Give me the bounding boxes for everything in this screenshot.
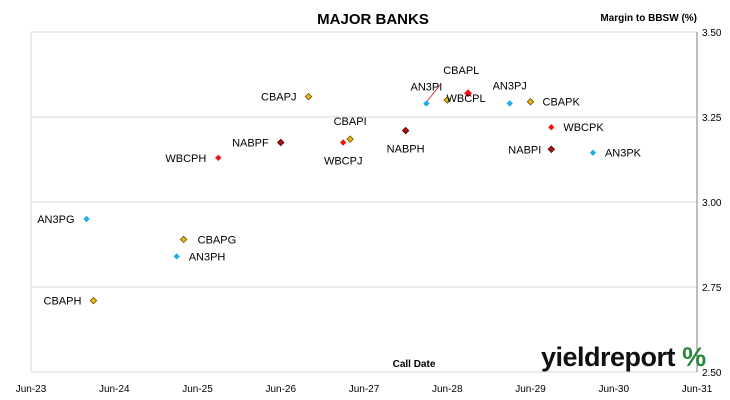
label-wbcph: WBCPH	[165, 153, 206, 165]
marker-cbapk	[526, 97, 535, 106]
label-an3pj: AN3PJ	[493, 80, 527, 92]
marker-wbcpk	[548, 124, 555, 131]
marker-an3pk	[589, 149, 597, 156]
label-cbapk: CBAPK	[543, 97, 581, 109]
x-tick-label: Jun-28	[432, 384, 463, 395]
label-an3pi: AN3PI	[411, 81, 443, 93]
label-cbapg: CBAPG	[198, 234, 237, 246]
x-tick-label: Jun-27	[349, 384, 380, 395]
x-tick-label: Jun-24	[99, 384, 130, 395]
y-axis-ticks: 2.50 2.75 3.00 3.25 3.50	[702, 28, 722, 379]
y-tick-label: 2.75	[702, 283, 722, 294]
marker-an3pj	[506, 100, 513, 107]
label-wbcpj: WBCPJ	[324, 156, 363, 168]
logo-text: yieldreport	[541, 342, 676, 372]
label-nabpf: NABPF	[232, 138, 269, 150]
marker-nabpf	[276, 138, 285, 147]
marker-an3pi	[423, 100, 430, 107]
label-cbapj: CBAPJ	[261, 92, 296, 104]
x-tick-label: Jun-31	[682, 384, 713, 395]
x-axis-title: Call Date	[393, 359, 436, 370]
marker-nabph	[401, 126, 410, 135]
y-tick-label: 2.50	[702, 368, 722, 379]
x-axis-ticks: Jun-23 Jun-24 Jun-25 Jun-26 Jun-27 Jun-28 Jun-…	[16, 384, 713, 395]
label-cbaph: CBAPH	[44, 296, 82, 308]
x-tick-label: Jun-25	[182, 384, 213, 395]
label-nabpi: NABPI	[508, 144, 541, 156]
y-tick-label: 3.00	[702, 198, 722, 209]
y-axis-title: Margin to BBSW (%)	[600, 13, 697, 24]
x-tick-label: Jun-29	[515, 384, 546, 395]
marker-cbapl	[443, 96, 452, 104]
marker-cbaph	[89, 296, 98, 305]
x-tick-label: Jun-23	[16, 384, 47, 395]
y-tick-label: 3.50	[702, 28, 722, 39]
marker-an3ph	[173, 253, 180, 260]
marker-nabpi	[547, 145, 556, 154]
gridlines	[31, 31, 697, 373]
label-wbcpl: WBCPL	[447, 93, 486, 105]
yieldreport-logo: yieldreport %	[541, 342, 706, 373]
x-tick-label: Jun-30	[598, 384, 629, 395]
logo-percent: %	[682, 342, 706, 372]
marker-wbcpl	[464, 89, 473, 98]
label-cbapl: CBAPL	[443, 65, 479, 77]
marker-cbapi	[346, 135, 354, 143]
x-tick-label: Jun-26	[265, 384, 296, 395]
label-an3ph: AN3PH	[189, 251, 226, 263]
label-nabph: NABPH	[387, 144, 425, 156]
label-an3pg: AN3PG	[37, 214, 74, 226]
label-an3pk: AN3PK	[605, 148, 642, 160]
chart-title: MAJOR BANKS	[317, 11, 429, 28]
marker-cbapg	[179, 235, 188, 244]
y-tick-label: 3.25	[702, 113, 722, 124]
marker-cbapj	[304, 92, 313, 101]
data-points: CBAPH AN3PG CBAPG AN3PH WBCPH NABPF CBAPJ CBAPI…	[37, 65, 641, 308]
marker-wbcpj	[339, 139, 347, 146]
marker-an3pg	[83, 215, 90, 223]
label-wbcpk: WBCPK	[563, 122, 604, 134]
marker-wbcph	[215, 154, 222, 161]
label-cbapi: CBAPI	[334, 116, 367, 128]
